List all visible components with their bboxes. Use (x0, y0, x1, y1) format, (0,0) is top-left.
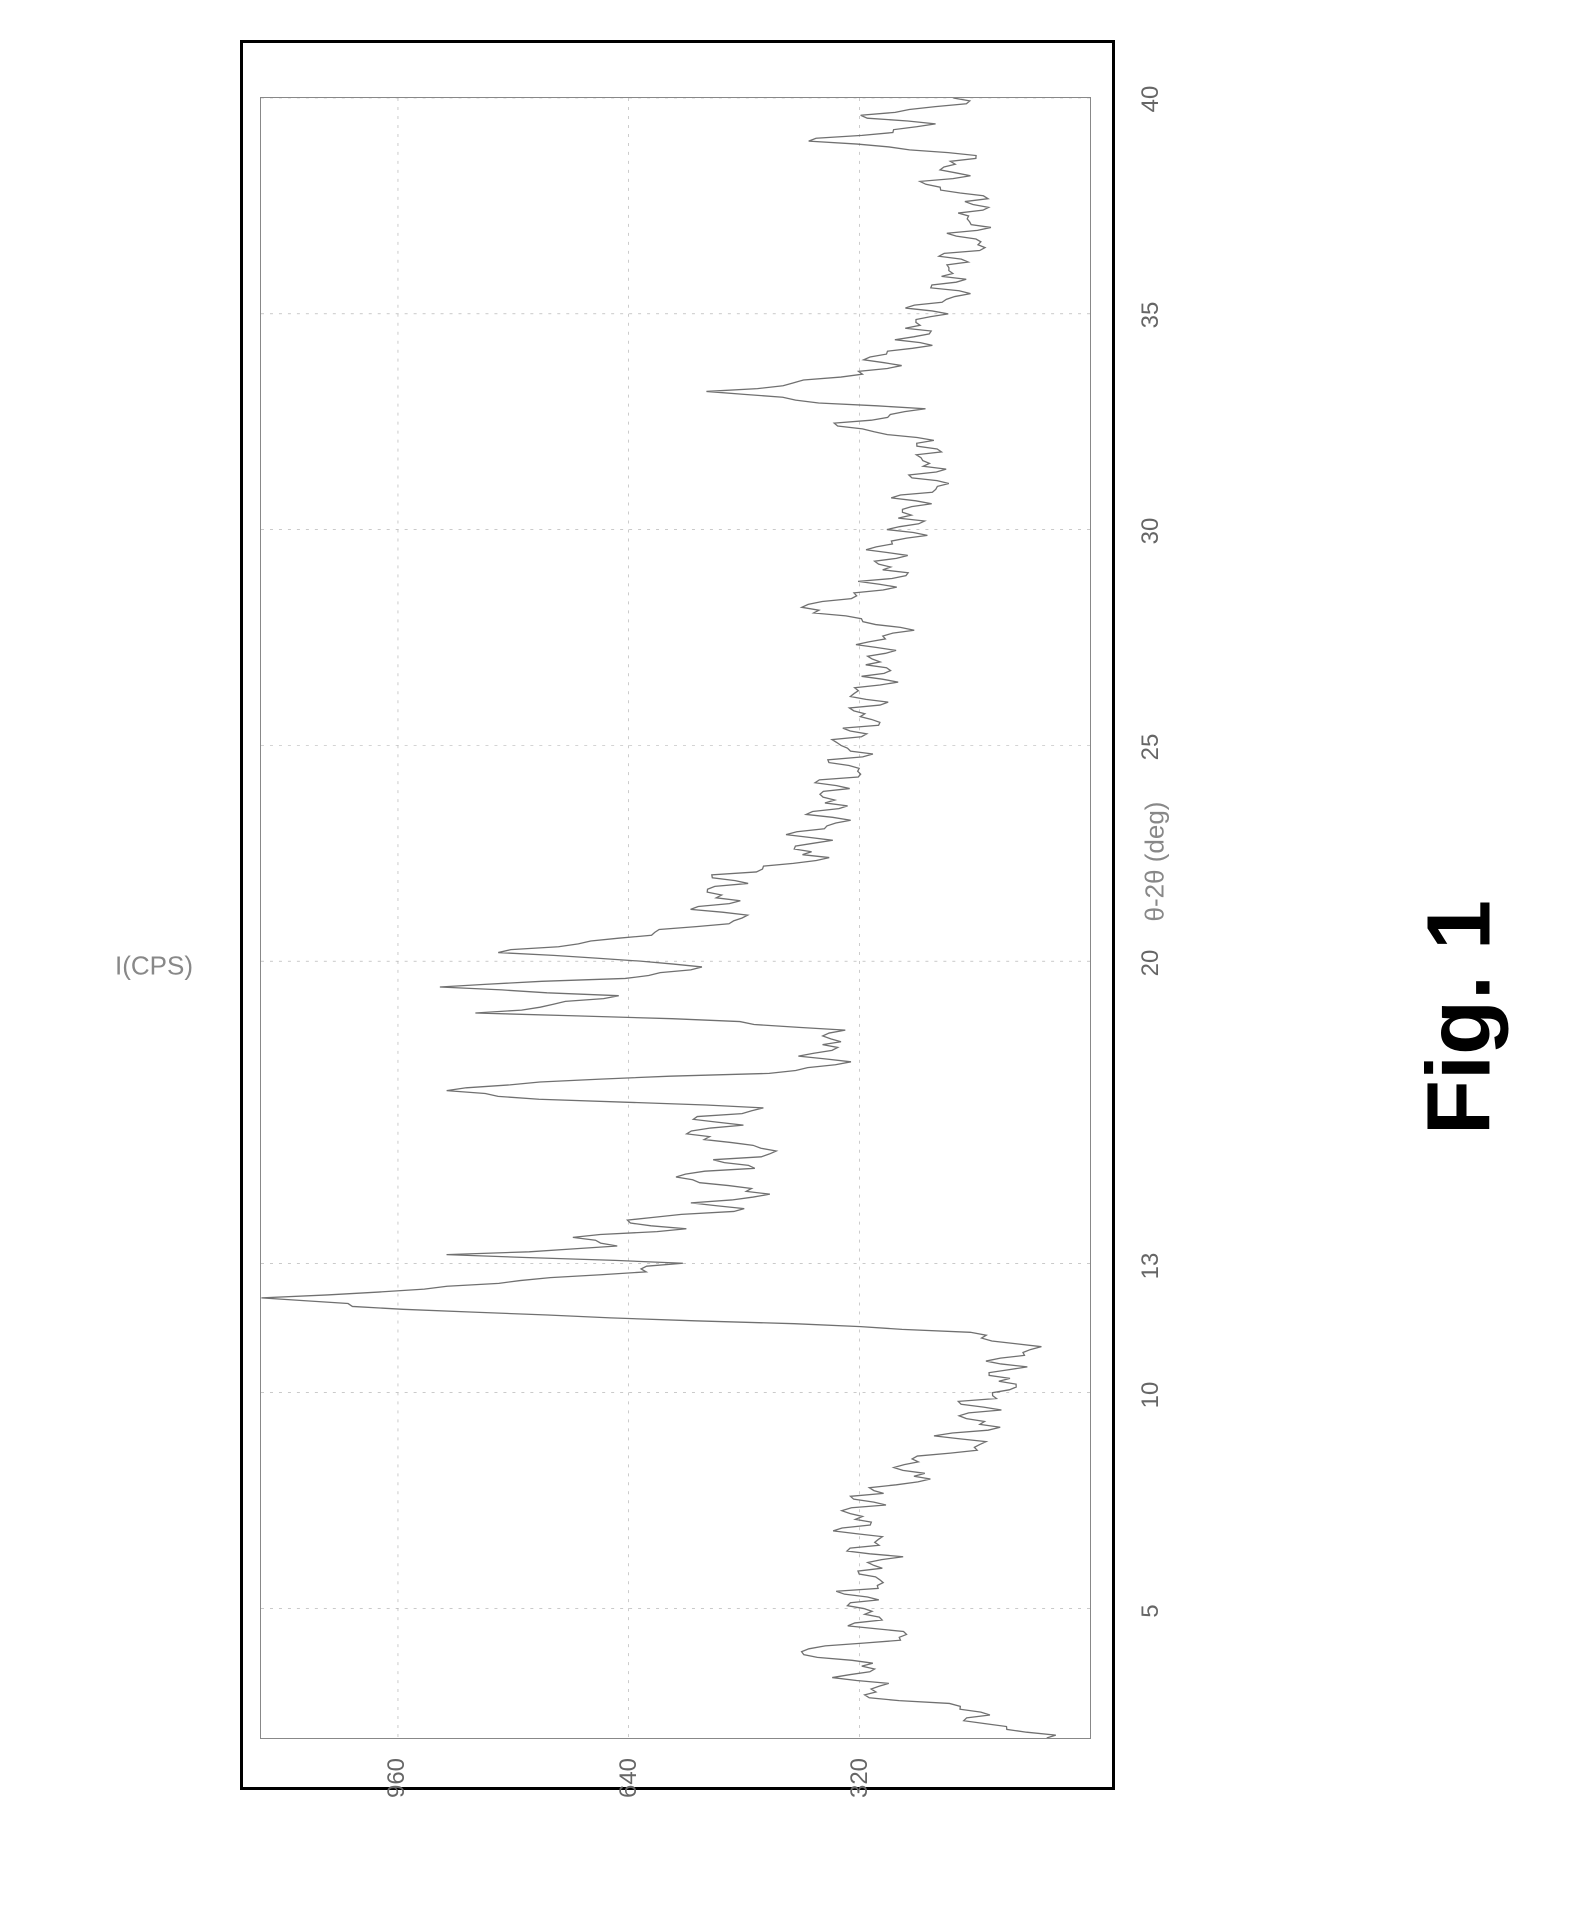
x-axis-label: θ-2θ (deg) (1140, 801, 1171, 921)
x-tick-label: 30 (1137, 491, 1165, 571)
x-tick-label: 25 (1137, 707, 1165, 787)
y-axis-label: I(CPS) (115, 950, 193, 981)
x-tick-label: 20 (1137, 923, 1165, 1003)
xrd-chart-svg (261, 98, 1090, 1738)
y-tick-label: 640 (615, 1748, 643, 1808)
x-tick-label: 5 (1137, 1571, 1165, 1651)
x-tick-label: 40 (1137, 59, 1165, 139)
x-tick-label: 10 (1137, 1355, 1165, 1435)
plot-area (260, 97, 1091, 1739)
x-tick-label: 35 (1137, 275, 1165, 355)
x-tick-label: 13 (1137, 1226, 1165, 1306)
figure-label: Fig. 1 (1409, 899, 1512, 1134)
y-tick-label: 960 (383, 1748, 411, 1808)
y-tick-label: 320 (846, 1748, 874, 1808)
